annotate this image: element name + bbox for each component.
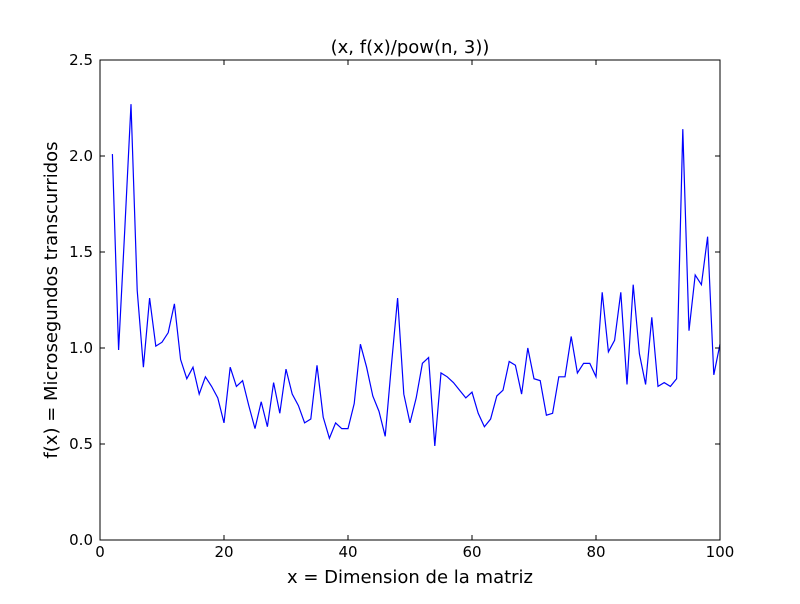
x-axis-label: x = Dimension de la matriz xyxy=(287,567,533,588)
x-tick-label: 80 xyxy=(586,543,605,561)
series-line-0 xyxy=(111,104,721,446)
y-tick-label: 2.0 xyxy=(69,147,93,165)
y-tick-label: 1.0 xyxy=(69,339,93,357)
x-tick-label: 100 xyxy=(706,543,735,561)
x-tick-label: 0 xyxy=(95,543,105,561)
y-tick-label: 0.0 xyxy=(69,531,93,549)
y-axis-label: f(x) = Microsegundos transcurridos xyxy=(41,141,62,458)
x-tick-label: 20 xyxy=(214,543,233,561)
plot-area xyxy=(111,104,721,446)
x-tick-label: 60 xyxy=(462,543,481,561)
chart-title: (x, f(x)/pow(n, 3)) xyxy=(331,37,490,58)
y-tick-label: 0.5 xyxy=(69,435,93,453)
y-tick-label: 1.5 xyxy=(69,243,93,261)
x-tick-label: 40 xyxy=(338,543,357,561)
plot-frame xyxy=(99,59,721,541)
y-tick-label: 2.5 xyxy=(69,51,93,69)
